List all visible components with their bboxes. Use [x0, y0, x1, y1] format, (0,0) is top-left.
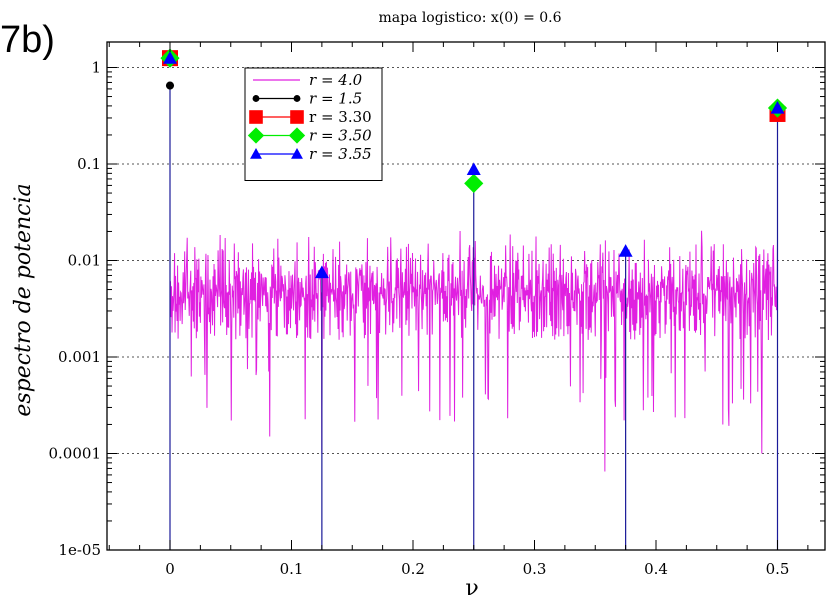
legend-label: r = 3.50	[309, 127, 372, 145]
chart-title: mapa logistico: x(0) = 0.6	[378, 10, 561, 26]
marker-diamond	[247, 127, 265, 144]
marker-triangle	[250, 148, 262, 159]
marker-diamond	[464, 173, 484, 193]
x-tick-label: 0.2	[401, 560, 425, 578]
panel-label: 7b)	[0, 19, 55, 61]
x-tick-label: 0.1	[280, 560, 304, 578]
legend: r = 4.0r = 1.5r = 3.30r = 3.50r = 3.55	[244, 67, 383, 181]
legend-label: r = 1.5	[309, 90, 362, 108]
x-tick-label: 0.4	[644, 560, 668, 578]
legend-box	[244, 67, 383, 181]
spike-stems	[169, 85, 779, 550]
x-tick-label: 0.3	[523, 560, 547, 578]
y-tick-label: 0.01	[68, 252, 101, 270]
marker-triangle	[466, 162, 481, 175]
marker-triangle	[618, 244, 633, 257]
y-tick-label: 0.1	[77, 155, 101, 173]
marker-triangle	[163, 51, 177, 64]
x-tick-label: 0.5	[766, 560, 790, 578]
axes-frame	[106, 41, 826, 551]
marker-triangle	[291, 148, 303, 159]
spike-markers	[160, 48, 788, 279]
y-tick-label: 0.0001	[49, 445, 102, 463]
x-axis-label: ν	[465, 576, 478, 601]
y-tick-label: 0.001	[58, 348, 101, 366]
marker-square	[290, 110, 304, 124]
gridlines	[107, 67, 825, 454]
marker-triangle	[770, 101, 785, 114]
marker-diamond	[288, 127, 306, 144]
marker-triangle	[314, 265, 329, 279]
marker-square	[249, 110, 263, 124]
y-tick-label: 1e-05	[58, 541, 101, 559]
marker-circle	[252, 95, 260, 102]
plot-frame	[106, 41, 826, 551]
x-axis-ticks: 0 0.1 0.2 0.3 0.4 0.5	[108, 42, 809, 578]
legend-label: r = 4.0	[309, 71, 363, 89]
y-axis-label: espectro de potencia	[11, 183, 36, 416]
x-tick-label: 0	[165, 560, 175, 578]
marker-circle	[293, 95, 301, 102]
marker-circle	[165, 81, 175, 90]
legend-label: r = 3.55	[309, 145, 372, 163]
y-tick-label: 1	[91, 59, 101, 77]
y-axis-ticks: 1e-05 0.0001 0.001 0.01 0.1 1	[49, 59, 825, 559]
legend-label: r = 3.30	[309, 108, 372, 126]
